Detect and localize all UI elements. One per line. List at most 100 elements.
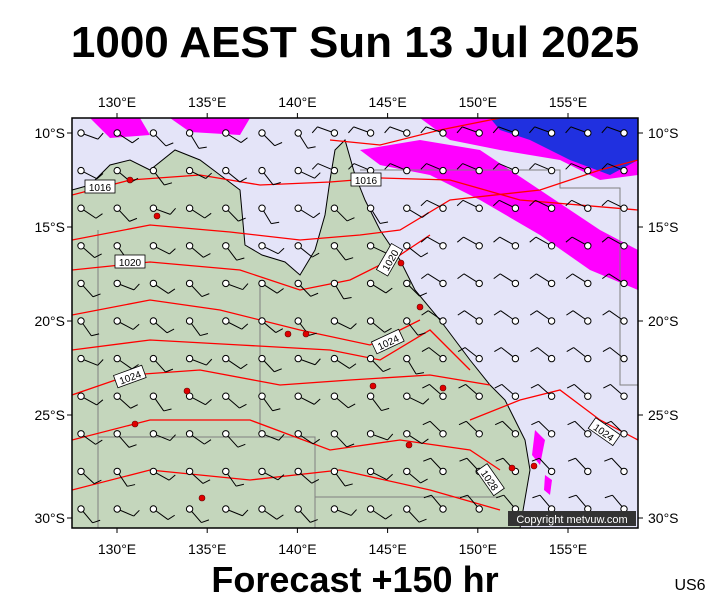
barb-feather: [422, 383, 430, 389]
station: [511, 317, 520, 325]
barb-feather: [420, 126, 427, 134]
station: [77, 279, 85, 288]
station: [185, 242, 194, 250]
isobar-label-text: 1016: [355, 176, 378, 187]
axis-labels: 130°E 130°E 135°E 135°E 140°E 140°E 145°E 145°E…: [34, 94, 678, 557]
station: [547, 467, 556, 476]
barb-feather: [565, 199, 572, 207]
station: [330, 354, 339, 363]
barb-feather: [421, 273, 429, 280]
station: [475, 317, 483, 325]
barb-feather: [567, 457, 576, 462]
barb-feather: [529, 199, 536, 207]
map-frame: [71, 117, 639, 529]
station: [330, 317, 339, 325]
station: [584, 317, 592, 325]
barb-feather: [92, 293, 101, 298]
station: [330, 505, 339, 513]
station: [294, 204, 302, 212]
isobar-label-box: [112, 364, 147, 389]
barb-feather: [205, 172, 212, 179]
station: [547, 204, 556, 212]
station: [222, 505, 230, 513]
barb-feather: [347, 403, 356, 409]
station: [439, 354, 447, 363]
station: [222, 430, 230, 438]
station: [366, 430, 375, 438]
barb-feather: [604, 457, 612, 462]
barb-feather: [311, 252, 320, 258]
barb-feather: [242, 283, 249, 290]
station: [403, 204, 411, 212]
town: [284, 330, 292, 338]
town: [198, 494, 206, 502]
barb-feather: [459, 494, 468, 499]
barb-feather: [169, 208, 176, 215]
station: [294, 242, 302, 250]
barb-feather: [239, 177, 247, 183]
town: [183, 387, 191, 395]
station: [185, 317, 194, 325]
barb-feather: [603, 383, 611, 389]
station: [366, 204, 375, 212]
barb-feather: [165, 142, 174, 147]
barb-feather: [420, 478, 428, 484]
barb-feather: [380, 221, 389, 224]
barb-feather: [566, 347, 574, 353]
barb-feather: [565, 126, 572, 134]
barb-feather: [529, 236, 537, 243]
barb-feather: [350, 509, 357, 516]
station: [77, 354, 85, 363]
lon-label: 130°E: [98, 541, 136, 557]
station: [77, 392, 85, 400]
lat-label: 30°S: [34, 510, 65, 526]
town: [439, 384, 447, 392]
station: [547, 166, 556, 175]
barb-feather: [456, 126, 463, 134]
station: [620, 204, 628, 212]
barb-feather: [93, 479, 102, 485]
station: [294, 467, 302, 476]
station: [475, 392, 483, 400]
barb-feather: [201, 519, 210, 524]
station: [511, 430, 520, 438]
station: [113, 354, 121, 363]
barb-feather: [494, 347, 502, 353]
station: [330, 242, 339, 250]
station: [403, 467, 411, 476]
barb-feather: [565, 273, 573, 280]
barb-feather: [239, 403, 247, 409]
station: [294, 430, 302, 438]
barb-feather: [236, 257, 245, 261]
station: [547, 430, 556, 438]
isobar-label-box: [370, 328, 405, 355]
station: [620, 166, 628, 175]
station: [113, 467, 121, 476]
station: [149, 204, 158, 212]
station: [366, 279, 375, 288]
station: [439, 242, 447, 250]
barb-feather: [530, 347, 538, 353]
lon-label: 140°E: [278, 94, 316, 110]
station: [77, 430, 85, 438]
barb-feather: [493, 273, 501, 280]
station: [149, 317, 158, 325]
station: [439, 467, 447, 476]
station: [403, 129, 411, 137]
station: [620, 430, 628, 438]
barb-feather: [532, 494, 541, 499]
station: [294, 129, 302, 137]
station: [113, 430, 121, 438]
town: [302, 330, 310, 338]
barb-feather: [168, 474, 176, 481]
copyright-box: [508, 511, 636, 526]
title: 1000 AEST Sun 13 Jul 2025: [71, 18, 639, 67]
station: [149, 129, 158, 137]
barb-feather: [384, 327, 392, 333]
barb-feather: [415, 372, 425, 375]
town: [508, 464, 516, 472]
barb-feather: [419, 292, 428, 297]
station: [258, 204, 266, 212]
barb-feather: [348, 163, 355, 170]
